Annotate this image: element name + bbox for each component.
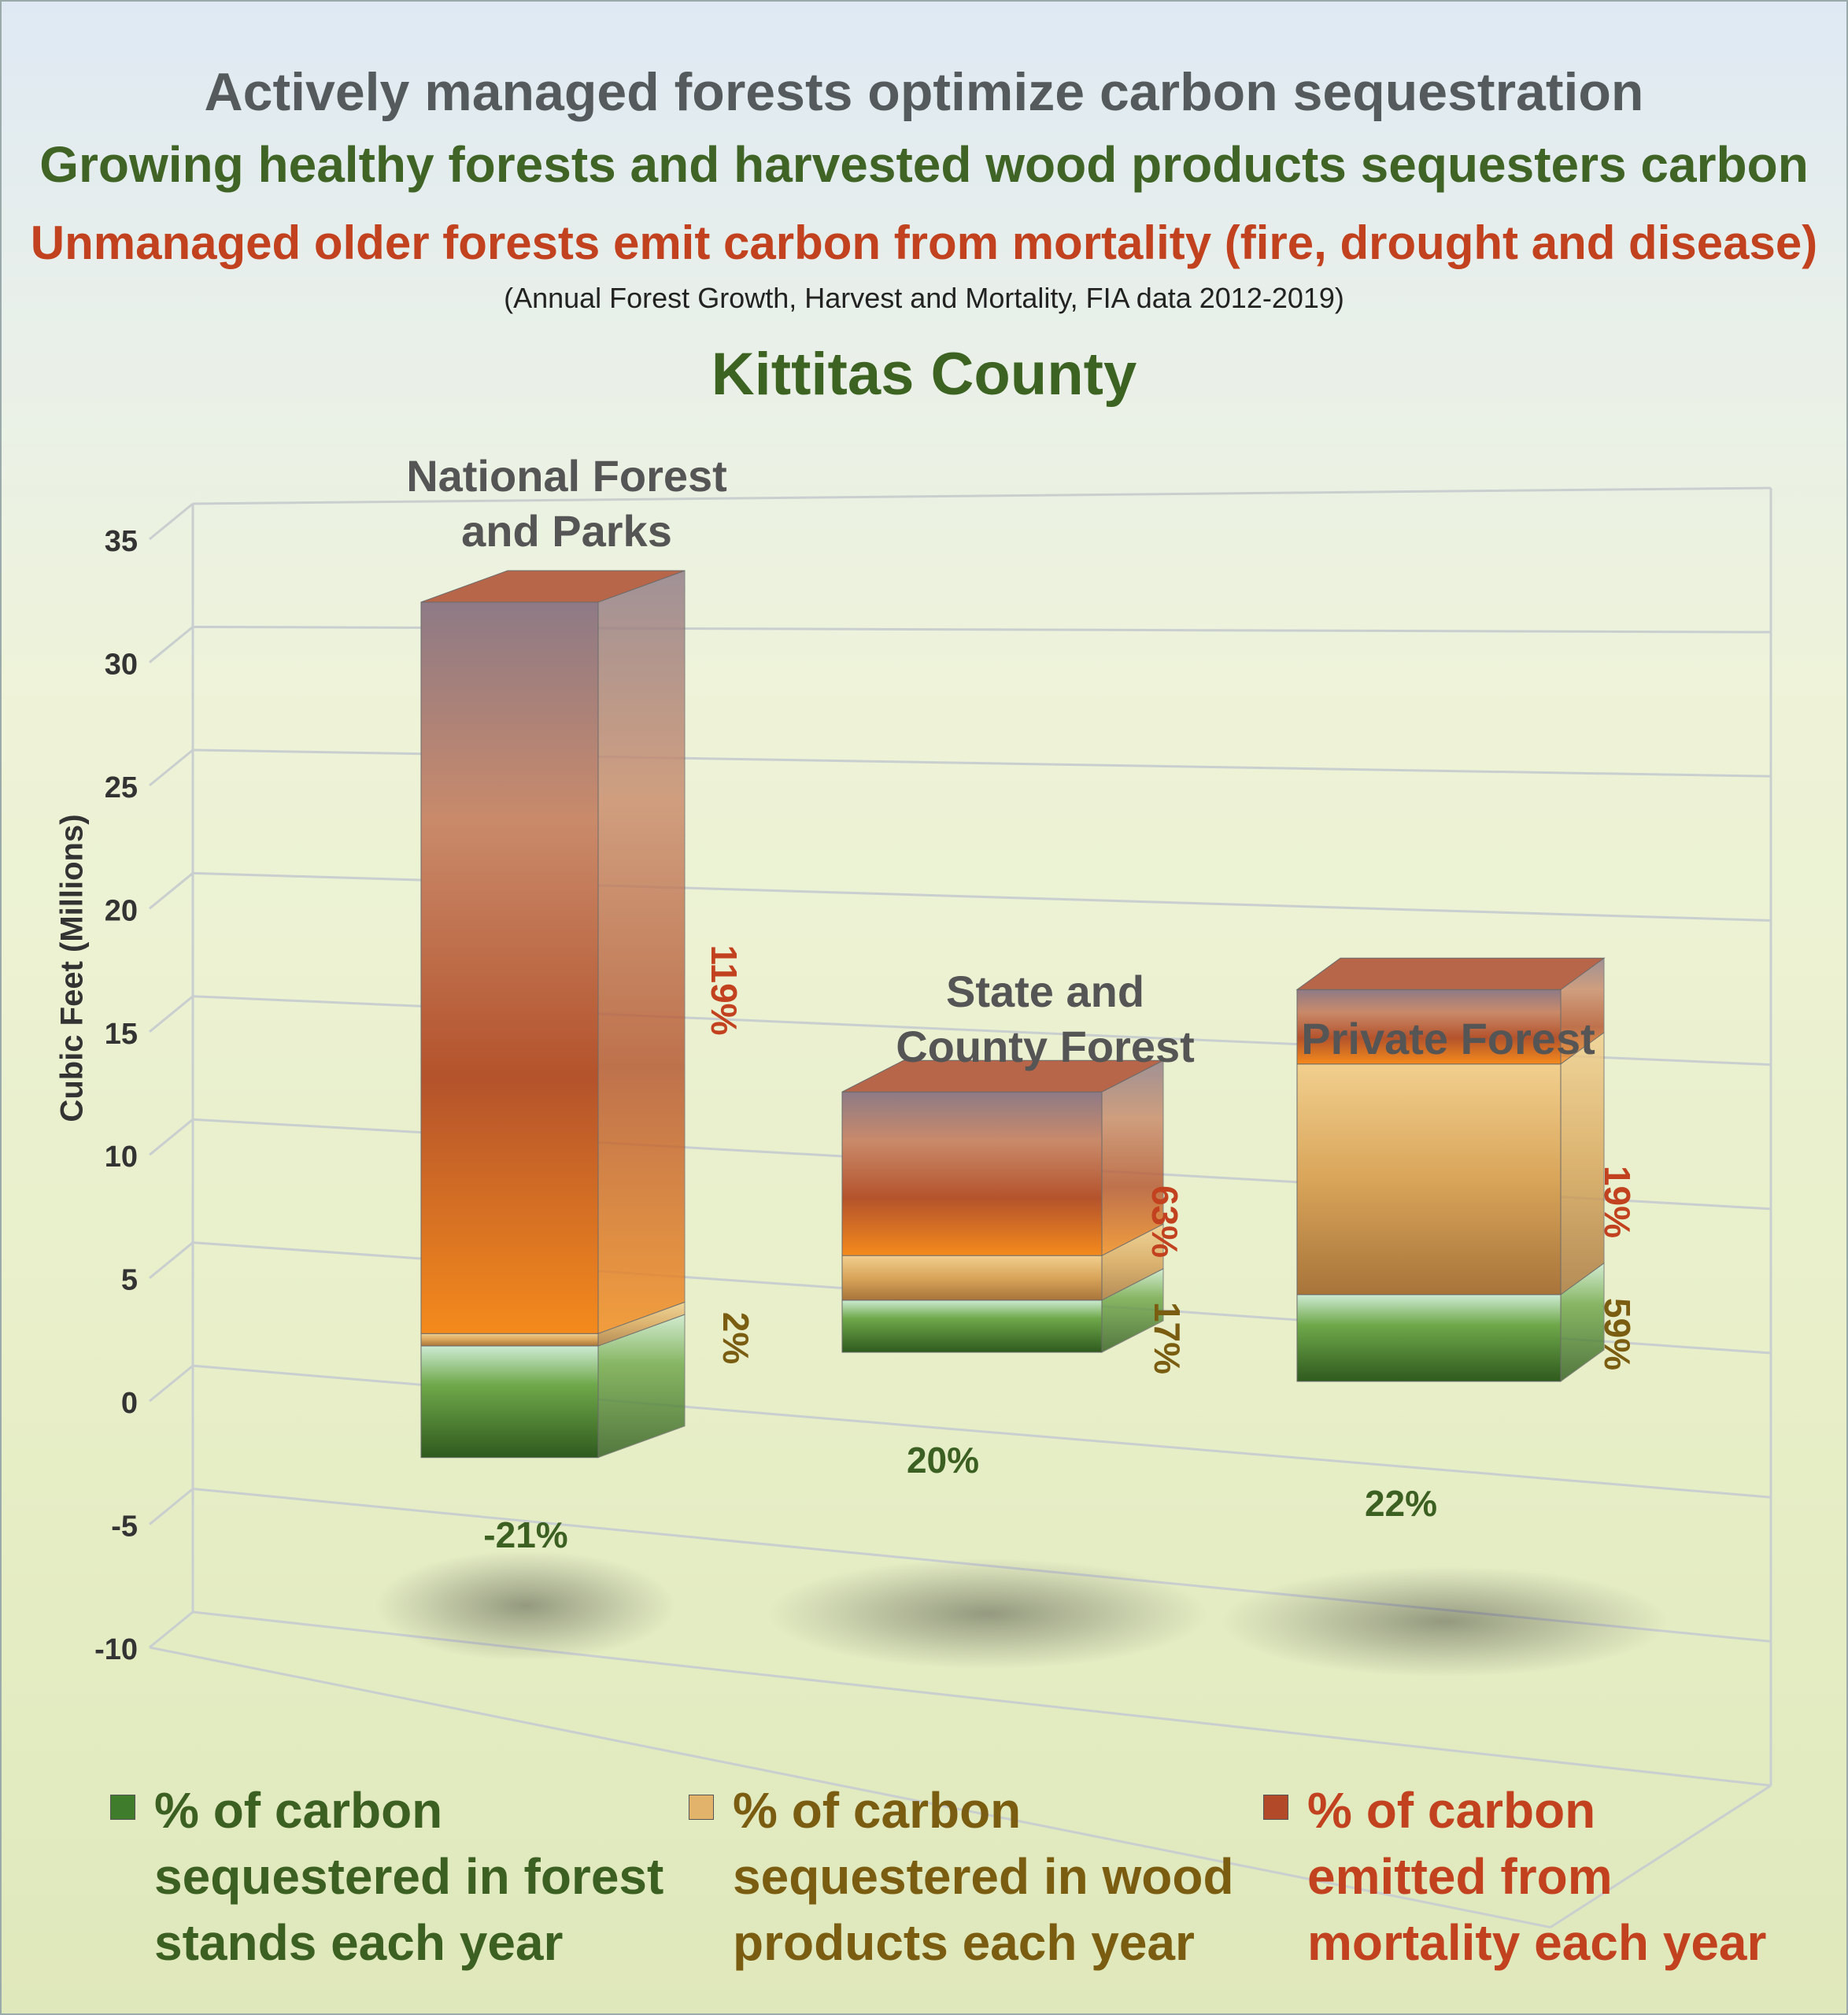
county-title: Kittitas County [711,341,1137,408]
bar-front-forest [420,1345,599,1459]
y-axis-label: Cubic Feet (Millions) [54,814,90,1122]
y-tick-label: 20 [105,894,138,927]
y-tick-label: 10 [105,1141,138,1174]
y-tick-label: 30 [105,648,138,681]
tick-mark [149,1241,194,1279]
bar-front-forest [1296,1294,1562,1382]
floor-edge-right [1550,1784,1772,1928]
legend-entry: % of carbon emitted from mortality each ye… [1263,1777,1766,1976]
legend-swatch [110,1795,135,1820]
data-label: 119% [704,945,745,1036]
bar-front-forest [841,1300,1103,1353]
bar-top [1295,957,1606,990]
tick-mark [149,1118,194,1156]
bar-front-mortality [420,601,599,1334]
bar-shadow [767,1558,1209,1669]
category-label-line: County Forest [896,1022,1195,1071]
tick-mark [149,995,194,1033]
category-label-line: Private Forest [1301,1014,1595,1063]
legend-text-line: emitted from [1307,1848,1613,1905]
tick-mark [149,1610,194,1649]
bar-front-wood [1296,1063,1562,1296]
legend-text-line: % of carbon [1307,1782,1596,1839]
data-label: 2% [715,1311,756,1365]
legend-text-line: sequestered in forest [154,1848,664,1905]
category-label: Private Forest [1212,1011,1684,1067]
legend-text-line: % of carbon [733,1782,1022,1839]
tick-mark [149,872,194,910]
chart-bars [375,570,1669,1677]
category-label: National Forest and Parks [331,449,803,559]
data-label: 20% [906,1440,980,1481]
bar-top [420,570,686,603]
data-label: 22% [1364,1483,1438,1524]
y-tick-label: 35 [105,525,138,558]
legend-text-line: products each year [733,1914,1195,1971]
chart-subtitle-mortality: Unmanaged older forests emit carbon from… [30,216,1818,269]
tick-mark [149,1488,194,1525]
category-label-line: and Parks [461,506,672,556]
legend-swatch [689,1795,714,1820]
y-tick-label: 25 [105,771,138,804]
bar-shadow [1220,1566,1669,1677]
legend-text-line: mortality each year [1307,1914,1767,1971]
y-tick-label: -5 [111,1510,138,1544]
y-tick-label: 0 [121,1387,138,1420]
bar-front-wood [841,1255,1103,1301]
chart-title: Actively managed forests optimize carbon… [204,62,1644,122]
y-tick-label: 15 [105,1018,138,1051]
legend-text: % of carbon sequestered in forest stands e… [154,1777,663,1976]
y-tick-label: 5 [121,1264,138,1297]
bar-front-mortality [841,1091,1103,1256]
data-label: 59% [1597,1297,1638,1371]
chart-subtitle: Growing healthy forests and harvested wo… [39,136,1809,193]
legend-entry: % of carbon sequestered in wood products e… [689,1777,1234,1976]
category-label-line: State and [945,967,1145,1016]
gridline [192,486,1772,505]
bar-front-mortality [1296,989,1562,1065]
data-label: -21% [483,1514,568,1555]
data-source-note: (Annual Forest Growth, Harvest and Morta… [504,282,1344,314]
bar-top [841,1059,1164,1093]
y-tick-label: -10 [94,1633,138,1666]
tick-mark [149,626,194,664]
category-label: State and County Forest [809,964,1281,1074]
bar-side-mortality [597,570,686,1334]
bar-shadow [375,1551,676,1661]
legend-text-line: % of carbon [154,1782,443,1839]
legend-swatch [1263,1795,1288,1820]
legend-entry: % of carbon sequestered in forest stands e… [110,1777,663,1976]
bar-side-wood [1560,1031,1605,1296]
data-label: 19% [1597,1165,1638,1239]
legend-text-line: stands each year [154,1914,564,1971]
legend-text: % of carbon emitted from mortality each ye… [1307,1777,1766,1976]
data-label: 63% [1144,1185,1185,1259]
floor-edge [149,1646,1551,1929]
tick-mark [149,502,194,541]
bar-front-wood [420,1333,599,1347]
legend-text-line: sequestered in wood [733,1848,1234,1905]
category-label-line: National Forest [406,451,727,501]
tick-mark [149,749,194,787]
legend-text: % of carbon sequestered in wood products e… [733,1777,1234,1976]
tick-mark [149,1364,194,1403]
data-label: 17% [1147,1301,1188,1375]
